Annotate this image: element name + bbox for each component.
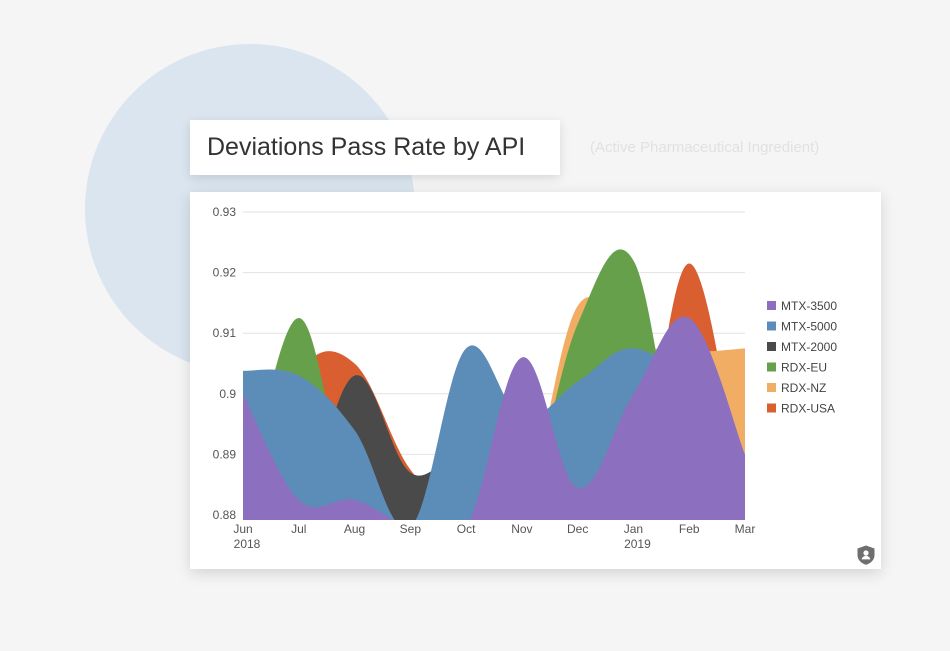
y-tick-label: 0.93 [213, 205, 237, 219]
x-tick-label: Nov [511, 522, 532, 536]
legend[interactable]: MTX-3500 MTX-5000 MTX-2000 RDX-EU RDX-NZ RDX-… [767, 299, 837, 416]
y-tick-label: 0.91 [213, 326, 237, 340]
legend-label[interactable]: MTX-5000 [781, 320, 837, 334]
x-tick-label: Jul [291, 522, 306, 536]
legend-swatch[interactable] [767, 383, 776, 392]
legend-swatch[interactable] [767, 301, 776, 310]
x-tick-year-label: 2019 [624, 537, 651, 551]
legend-label[interactable]: RDX-EU [781, 361, 827, 375]
chart-card: 0.88 0.89 0.9 0.91 0.92 0.93 Jun 2018 Jul Aug Sep… [190, 192, 881, 569]
y-tick-label: 0.88 [213, 508, 237, 522]
y-tick-label: 0.9 [219, 387, 236, 401]
x-tick-label: Jun [233, 522, 252, 536]
legend-swatch[interactable] [767, 321, 776, 331]
x-tick-year-label: 2018 [234, 537, 261, 551]
legend-label[interactable]: RDX-USA [781, 402, 835, 416]
series-area-mtx-3500[interactable] [243, 316, 745, 542]
legend-label[interactable]: RDX-NZ [781, 381, 826, 395]
legend-label[interactable]: MTX-2000 [781, 340, 837, 354]
legend-swatch[interactable] [767, 403, 776, 413]
legend-swatch[interactable] [767, 362, 776, 372]
x-tick-label: Jan [624, 522, 643, 536]
x-tick-label: Feb [679, 522, 700, 536]
series-areas [243, 249, 745, 542]
x-tick-label: Aug [344, 522, 365, 536]
y-tick-label: 0.92 [213, 266, 237, 280]
x-tick-label: Oct [457, 522, 476, 536]
shield-user-icon[interactable] [855, 544, 877, 566]
y-axis: 0.88 0.89 0.9 0.91 0.92 0.93 [213, 205, 237, 522]
x-tick-label: Dec [567, 522, 588, 536]
y-tick-label: 0.89 [213, 447, 237, 461]
x-tick-label: Sep [400, 522, 422, 536]
legend-swatch[interactable] [767, 342, 776, 351]
chart-title: Deviations Pass Rate by API [207, 133, 526, 161]
x-tick-label: Mar [735, 522, 756, 536]
chart-subtitle: (Active Pharmaceutical Ingredient) [590, 139, 820, 156]
legend-label[interactable]: MTX-3500 [781, 299, 837, 313]
chart-title-card: Deviations Pass Rate by API [190, 120, 560, 175]
